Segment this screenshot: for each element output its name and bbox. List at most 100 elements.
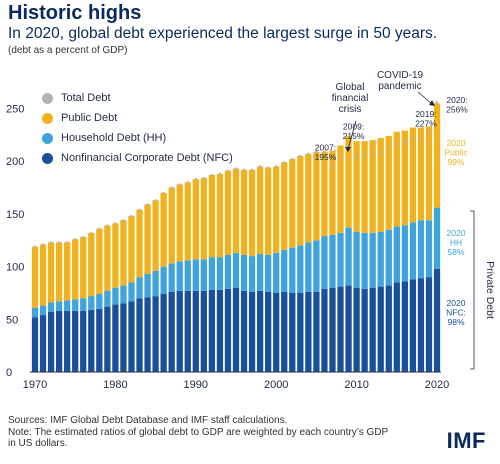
bar-public-1986 [160, 192, 167, 267]
bar-household-2004 [305, 242, 312, 292]
bar-public-1982 [128, 216, 135, 283]
bar-public-1974 [64, 242, 71, 301]
total-debt-point-2012 [371, 152, 374, 156]
bar-nfc-2015 [393, 282, 400, 372]
bar-public-2016 [401, 130, 408, 226]
bar-nfc-1998 [256, 290, 264, 372]
legend-item-public: Public Debt [42, 108, 233, 128]
bar-public-2009 [345, 135, 352, 228]
annotation-2009: 2009: 215% [343, 121, 365, 141]
bar-public-1995 [232, 168, 240, 253]
total-debt-point-1989 [186, 181, 189, 184]
total-debt-point-1986 [162, 191, 165, 195]
total-debt-point-2008 [339, 157, 342, 161]
bar-nfc-1993 [216, 289, 224, 372]
legend-label-total: Total Debt [61, 92, 111, 104]
bar-nfc-2020 [433, 268, 441, 372]
covid-arrow-head [429, 100, 435, 106]
bar-household-1982 [128, 282, 135, 302]
total-debt-point-1993 [218, 172, 222, 176]
bar-nfc-2011 [361, 288, 368, 372]
bar-public-1975 [72, 239, 79, 300]
total-debt-point-1996 [242, 168, 246, 171]
bar-nfc-2003 [297, 292, 304, 372]
total-debt-point-1976 [82, 235, 85, 239]
bar-household-1981 [120, 285, 127, 304]
total-debt-point-2005 [315, 150, 318, 153]
bar-public-1994 [224, 170, 232, 256]
bar-household-1988 [176, 261, 183, 291]
bar-public-1971 [39, 244, 47, 306]
bar-nfc-1975 [72, 310, 79, 372]
bar-household-1994 [224, 255, 232, 289]
bar-public-1997 [248, 169, 256, 257]
bar-household-2010 [353, 231, 360, 288]
bar-public-2020 [433, 103, 441, 208]
bar-public-2014 [385, 135, 392, 230]
x-tick-label-1990: 1990 [184, 379, 208, 391]
imf-logo: IMF [446, 428, 486, 453]
bar-household-1976 [80, 298, 87, 311]
bar-nfc-1995 [232, 287, 240, 372]
bar-nfc-2001 [281, 291, 288, 372]
bar-nfc-1972 [47, 311, 55, 372]
y-tick-label-50: 50 [6, 314, 18, 326]
bar-nfc-1989 [184, 290, 191, 372]
bar-household-2018 [417, 220, 425, 279]
bar-household-1990 [192, 259, 199, 291]
annotation-covid: COVID-19 pandemic [377, 70, 424, 92]
bar-nfc-1976 [80, 310, 87, 372]
bar-household-2013 [377, 231, 384, 287]
bar-nfc-2014 [385, 285, 392, 372]
bar-public-2000 [273, 166, 280, 253]
bar-household-1997 [248, 256, 256, 292]
total-debt-point-2011 [363, 153, 366, 157]
bar-nfc-1970 [31, 317, 39, 372]
legend-item-total: Total Debt [42, 88, 233, 108]
total-debt-point-1983 [138, 208, 141, 211]
bar-public-2003 [297, 155, 304, 246]
bar-household-2011 [361, 232, 368, 289]
bar-household-2008 [337, 232, 344, 287]
y-tick-label-150: 150 [6, 209, 24, 221]
total-debt-point-1999 [266, 166, 270, 169]
bar-household-1980 [112, 287, 119, 305]
total-debt-point-1995 [234, 167, 238, 170]
bar-nfc-1982 [128, 301, 135, 372]
gfc-arrow-head [345, 147, 351, 152]
total-debt-point-1973 [57, 241, 61, 244]
bar-household-1993 [216, 257, 224, 290]
bar-household-1986 [160, 266, 167, 295]
bar-nfc-2007 [329, 287, 336, 372]
total-debt-point-1981 [122, 219, 125, 222]
bar-nfc-1999 [265, 291, 272, 372]
total-debt-point-1998 [258, 165, 262, 168]
total-debt-point-1997 [250, 168, 254, 171]
source-note: Sources: IMF Global Debt Database and IM… [8, 415, 388, 450]
total-debt-point-2014 [387, 147, 390, 150]
bar-household-1989 [184, 260, 191, 291]
bar-public-1972 [47, 242, 55, 303]
bar-public-2001 [281, 162, 288, 250]
bar-household-1975 [72, 299, 79, 311]
bar-public-1996 [240, 169, 248, 256]
bar-household-2001 [281, 249, 288, 292]
bar-nfc-1990 [192, 290, 199, 372]
bar-nfc-1983 [136, 298, 143, 372]
total-debt-point-2010 [355, 155, 358, 159]
bar-household-1987 [168, 263, 175, 292]
source-line-3: in US dollars. [8, 438, 68, 449]
x-tick-label-1980: 1980 [103, 379, 127, 391]
total-debt-point-1978 [98, 227, 101, 230]
bar-nfc-2005 [313, 291, 320, 372]
bar-public-1970 [31, 246, 39, 308]
side-label-nfc: 2020 NFC: 98% [446, 298, 466, 327]
y-tick-label-250: 250 [6, 104, 24, 116]
y-tick-label-0: 0 [6, 367, 12, 379]
bar-nfc-2018 [417, 278, 425, 372]
bar-public-1981 [120, 220, 127, 286]
bar-nfc-1987 [168, 291, 175, 372]
total-debt-point-1987 [170, 186, 173, 189]
bar-public-1983 [136, 209, 143, 278]
bar-household-2000 [273, 252, 280, 293]
